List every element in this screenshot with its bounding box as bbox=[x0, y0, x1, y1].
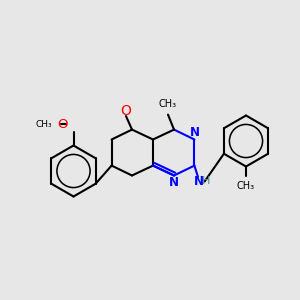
Text: CH₃: CH₃ bbox=[35, 120, 52, 129]
Text: O: O bbox=[58, 118, 68, 131]
Text: CH₃: CH₃ bbox=[237, 181, 255, 191]
Text: N: N bbox=[194, 175, 204, 188]
Text: O: O bbox=[121, 104, 131, 118]
Text: H: H bbox=[202, 176, 211, 187]
Text: N: N bbox=[169, 176, 179, 189]
Text: N: N bbox=[189, 126, 200, 140]
Text: CH₃: CH₃ bbox=[159, 99, 177, 109]
